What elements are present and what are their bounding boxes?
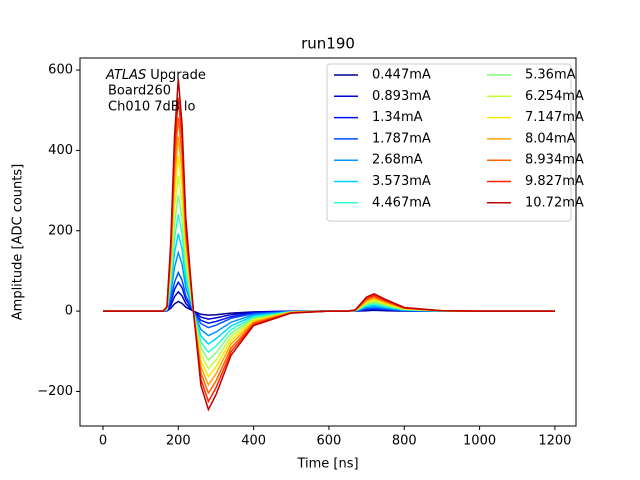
y-tick-label: −200 [37, 384, 73, 399]
legend-label: 8.04mA [525, 131, 576, 146]
x-tick-label: 1000 [463, 434, 496, 449]
legend-label: 3.573mA [372, 174, 431, 189]
series-line [103, 270, 555, 329]
legend-label: 1.787mA [372, 131, 431, 146]
legend-label: 9.827mA [525, 174, 584, 189]
legend-label: 0.893mA [372, 89, 431, 104]
legend-label: 10.72mA [525, 195, 584, 210]
plot-frame [79, 57, 577, 427]
x-tick-label: 800 [392, 434, 417, 449]
legend-label: 2.68mA [372, 153, 423, 168]
annotation-italic: ATLAS [105, 68, 146, 83]
y-tick-label: 600 [48, 63, 73, 78]
x-tick-label: 400 [241, 434, 266, 449]
x-tick-label: 1200 [538, 434, 571, 449]
annotation: ATLAS Upgrade [105, 68, 206, 83]
legend-label: 7.147mA [525, 110, 584, 125]
series-line [103, 250, 555, 337]
legend-label: 6.254mA [525, 89, 584, 104]
legend-label: 4.467mA [372, 195, 431, 210]
series-line [103, 78, 555, 412]
annotation: Ch010 7dB lo [108, 100, 195, 115]
x-axis-label: Time [ns] [296, 457, 358, 472]
y-tick-label: 200 [48, 223, 73, 238]
annotation: Board260 [108, 84, 171, 99]
legend-label: 0.447mA [372, 68, 431, 83]
x-tick-label: 200 [166, 434, 191, 449]
annotation-text: Upgrade [150, 68, 206, 83]
y-axis-label: Amplitude [ADC counts] [11, 164, 26, 320]
y-tick-label: 400 [48, 143, 73, 158]
legend-label: 5.36mA [525, 68, 576, 83]
x-tick-label: 0 [99, 434, 107, 449]
y-tick-label: 0 [65, 304, 73, 319]
x-tick-label: 600 [317, 434, 342, 449]
legend-label: 8.934mA [525, 153, 584, 168]
chart-title: run190 [301, 35, 355, 53]
legend-label: 1.34mA [372, 110, 423, 125]
